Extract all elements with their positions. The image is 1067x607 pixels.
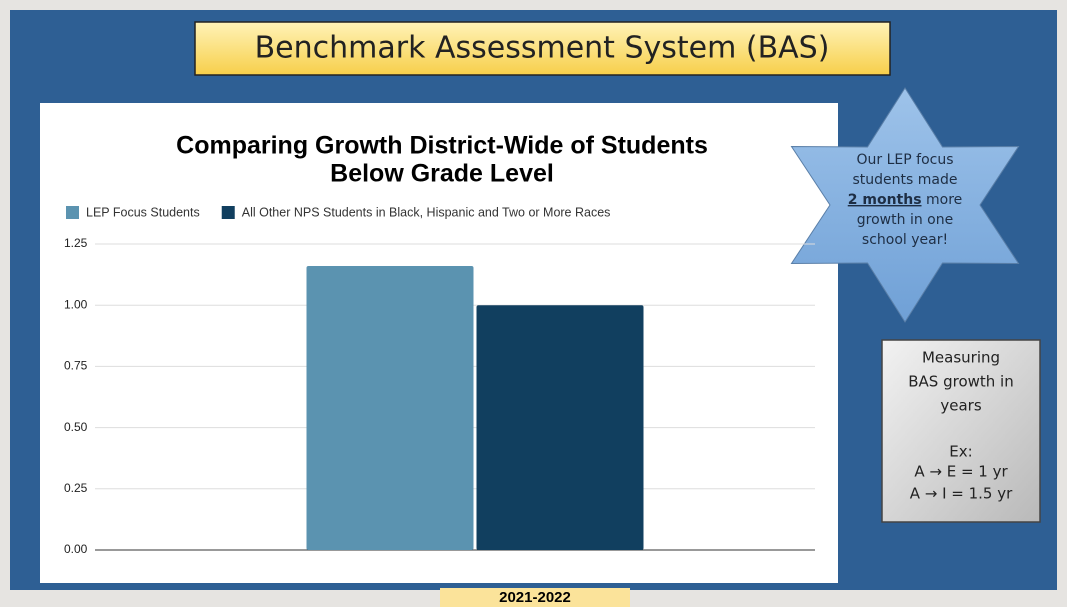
y-tick-label: 0.50	[64, 420, 88, 434]
y-tick-label: 0.00	[64, 542, 88, 556]
note-text: Measuring	[922, 349, 1000, 367]
note-text: BAS growth in	[908, 373, 1013, 391]
year-box	[440, 588, 630, 607]
note-text: A → I = 1.5 yr	[910, 485, 1013, 503]
legend-label: All Other NPS Students in Black, Hispani…	[242, 205, 611, 219]
note-text: Ex:	[949, 443, 972, 461]
callout-text: Our LEP focus	[857, 152, 954, 168]
callout-emphasis: 2 months	[848, 192, 922, 208]
bar	[306, 266, 474, 550]
note-text: A → E = 1 yr	[914, 463, 1008, 481]
x-tick-label: 2021-2022	[499, 589, 571, 606]
chart-title: Comparing Growth District-Wide of Studen…	[176, 132, 708, 160]
note-box	[881, 339, 1041, 523]
note-text: years	[940, 397, 981, 415]
note-lines: Measuring BAS growth in years Ex: A → E = 1 …	[908, 349, 1013, 503]
callout-star	[790, 87, 1020, 323]
callout-text: growth in one	[857, 212, 953, 228]
y-tick-label: 0.75	[64, 359, 88, 373]
y-tick-label: 1.00	[64, 297, 88, 311]
callout-text: more	[926, 192, 962, 208]
y-tick-label: 0.25	[64, 481, 88, 495]
chart-title: Below Grade Level	[330, 160, 554, 188]
y-tick-label: 1.25	[64, 236, 88, 250]
legend-swatch	[221, 206, 235, 219]
callout-text: students made	[853, 172, 958, 188]
bar	[476, 305, 644, 550]
callout-text: 2 months more	[848, 192, 963, 208]
title-box	[194, 21, 891, 76]
legend-label: LEP Focus Students	[86, 205, 200, 219]
legend-swatch	[66, 206, 79, 219]
slide-title: Benchmark Assessment System (BAS)	[255, 31, 830, 66]
callout-text: school year!	[862, 232, 948, 248]
